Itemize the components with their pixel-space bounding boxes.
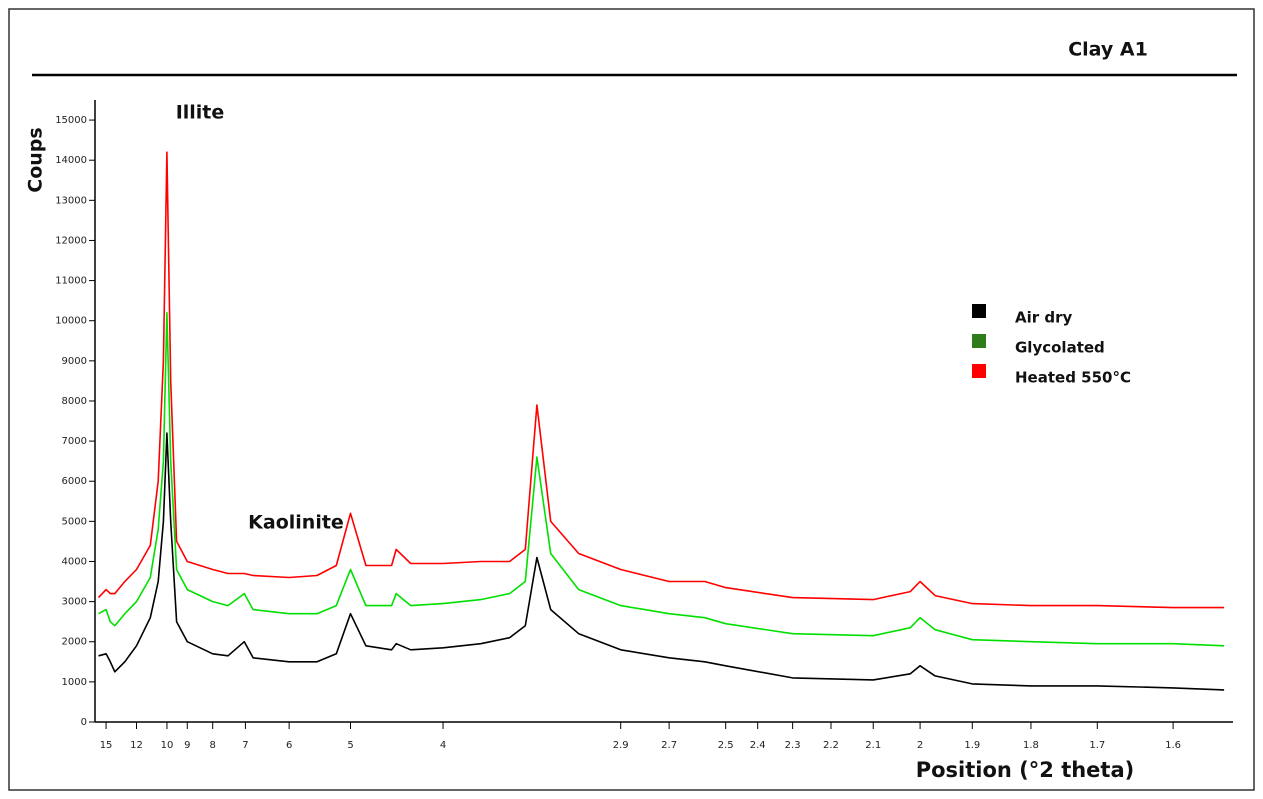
y-tick-label: 3000 [62,597,87,608]
y-tick-label: 13000 [55,195,87,206]
y-tick-label: 2000 [62,637,87,648]
x-tick-label: 2.3 [785,740,801,751]
y-tick-label: 5000 [62,516,87,527]
x-tick-label: 2.4 [750,740,766,751]
y-tick-label: 1000 [62,677,87,688]
x-tick-label: 8 [210,740,216,751]
y-axis-label: Coups [25,127,47,192]
chart-title: Clay A1 [1068,39,1148,61]
legend-label: Heated 550°C [1015,369,1131,387]
x-tick-label: 2.9 [613,740,629,751]
annotation: Kaolinite [248,512,344,534]
x-tick-label: 1.7 [1089,740,1105,751]
y-tick-label: 11000 [55,276,87,287]
legend-label: Air dry [1015,309,1073,327]
y-tick-label: 8000 [62,396,87,407]
legend-swatch [972,364,986,378]
x-tick-label: 2.5 [718,740,734,751]
data-line [98,311,1225,647]
y-tick-label: 14000 [55,155,87,166]
x-tick-label: 7 [242,740,248,751]
y-tick-label: 7000 [62,436,87,447]
data-line [98,432,1225,691]
y-tick-label: 10000 [55,316,87,327]
x-tick-label: 2 [917,740,923,751]
y-tick-label: 15000 [55,115,87,126]
x-tick-label: 4 [440,740,446,751]
x-tick-label: 5 [347,740,353,751]
x-tick-label: 10 [161,740,174,751]
y-tick-label: 0 [81,717,87,728]
frame [8,8,1255,791]
x-tick-label: 6 [286,740,292,751]
x-tick-label: 2.2 [823,740,839,751]
legend-label: Glycolated [1015,339,1105,357]
x-tick-label: 2.1 [865,740,881,751]
x-tick-label: 1.8 [1023,740,1039,751]
x-tick-label: 2.7 [661,740,677,751]
legend-swatch [972,304,986,318]
legend-swatch [972,334,986,348]
x-tick-label: 1.9 [964,740,980,751]
y-tick-label: 9000 [62,356,87,367]
annotation: Illite [176,102,225,124]
x-tick-label: 1.6 [1165,740,1181,751]
y-tick-label: 6000 [62,476,87,487]
x-tick-label: 12 [130,740,143,751]
y-tick-label: 4000 [62,556,87,567]
x-axis-label: Position (°2 theta) [916,758,1135,782]
y-tick-label: 12000 [55,235,87,246]
data-line [97,151,1225,609]
x-tick-label: 15 [100,740,113,751]
x-tick-label: 9 [184,740,190,751]
